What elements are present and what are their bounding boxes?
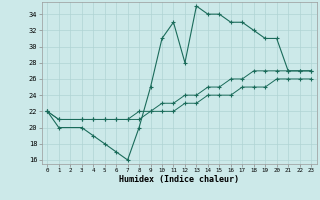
X-axis label: Humidex (Indice chaleur): Humidex (Indice chaleur) (119, 175, 239, 184)
